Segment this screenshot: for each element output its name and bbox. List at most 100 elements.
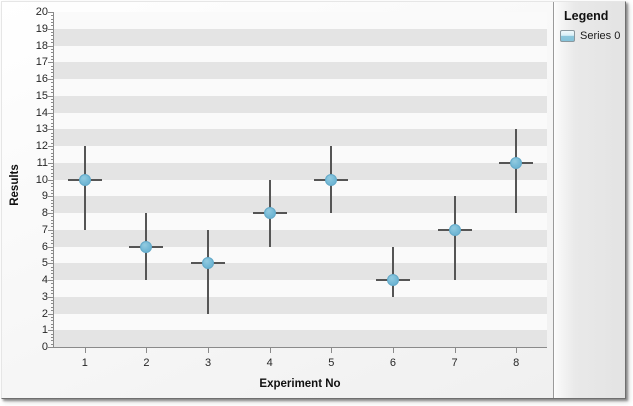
y-axis-minor-tick bbox=[51, 152, 54, 154]
y-axis-major-tick bbox=[48, 62, 54, 64]
y-axis-minor-tick bbox=[51, 119, 54, 121]
y-axis-major-tick bbox=[48, 146, 54, 147]
y-axis-minor-tick bbox=[51, 42, 54, 44]
y-axis-minor-tick bbox=[51, 186, 54, 188]
y-axis-minor-tick bbox=[51, 35, 54, 37]
y-axis-minor-tick bbox=[51, 82, 54, 84]
y-axis-major-tick bbox=[48, 280, 54, 281]
y-axis-tick-label: 14 bbox=[35, 106, 48, 119]
y-axis-minor-tick bbox=[51, 139, 54, 141]
y-axis-minor-tick bbox=[51, 32, 54, 34]
y-axis-major-tick bbox=[48, 179, 54, 181]
y-axis-minor-tick bbox=[51, 199, 54, 201]
y-axis-minor-tick bbox=[51, 233, 54, 235]
y-axis-minor-tick bbox=[51, 216, 54, 218]
legend-items: Series 0 bbox=[560, 30, 623, 46]
y-axis-minor-tick bbox=[51, 266, 54, 268]
y-axis-minor-tick bbox=[51, 68, 54, 70]
y-axis-major-tick bbox=[48, 313, 54, 315]
y-axis-minor-tick bbox=[51, 102, 54, 104]
y-axis-minor-tick bbox=[51, 22, 54, 24]
y-axis-major-tick bbox=[48, 263, 54, 265]
x-axis-major-tick bbox=[208, 348, 210, 353]
legend-item: Series 0 bbox=[560, 30, 623, 42]
y-axis-minor-tick bbox=[51, 38, 54, 40]
y-axis-minor-tick bbox=[51, 75, 54, 77]
y-axis-minor-tick bbox=[51, 142, 54, 144]
y-axis-major-tick bbox=[48, 246, 54, 248]
y-axis-minor-tick bbox=[51, 125, 54, 127]
y-axis-major-tick bbox=[48, 229, 54, 231]
y-axis-minor-tick bbox=[51, 256, 54, 258]
interlace-stripe bbox=[54, 263, 547, 280]
y-axis-minor-tick bbox=[51, 156, 54, 158]
x-axis-major-tick bbox=[454, 348, 456, 353]
y-axis-minor-tick bbox=[51, 343, 54, 345]
x-axis-title: Experiment No bbox=[259, 378, 341, 390]
interlace-stripe bbox=[54, 95, 547, 113]
y-axis-major-tick bbox=[48, 296, 54, 298]
y-axis-minor-tick bbox=[51, 303, 54, 305]
y-axis-minor-tick bbox=[51, 239, 54, 241]
interlace-stripe bbox=[54, 129, 547, 146]
y-axis-tick-label: 7 bbox=[41, 223, 48, 236]
y-axis-minor-tick bbox=[51, 333, 54, 335]
x-axis-major-tick bbox=[331, 348, 333, 353]
y-axis-minor-tick bbox=[51, 219, 54, 221]
data-point-marker bbox=[510, 156, 523, 169]
y-axis-minor-tick bbox=[51, 18, 54, 20]
y-axis-minor-tick bbox=[51, 58, 54, 60]
y-axis-minor-tick bbox=[51, 15, 54, 17]
y-axis-minor-tick bbox=[51, 269, 54, 271]
data-point-marker bbox=[202, 257, 215, 270]
y-axis-minor-tick bbox=[51, 192, 54, 194]
x-axis-tick-label: 2 bbox=[143, 357, 150, 369]
y-axis-minor-tick bbox=[51, 166, 54, 168]
y-axis-minor-tick bbox=[51, 105, 54, 107]
y-axis-major-tick bbox=[48, 95, 54, 97]
data-point-marker bbox=[140, 240, 153, 253]
y-axis-tick-label: 4 bbox=[41, 274, 48, 286]
y-axis-minor-tick bbox=[51, 340, 54, 342]
y-axis-minor-tick bbox=[51, 286, 54, 288]
error-bar-vertical-line bbox=[391, 246, 394, 297]
y-axis-minor-tick bbox=[51, 293, 54, 295]
y-axis-minor-tick bbox=[51, 135, 54, 137]
y-axis-minor-tick bbox=[51, 243, 54, 245]
y-axis-minor-tick bbox=[51, 249, 54, 251]
y-axis-minor-tick bbox=[51, 89, 54, 91]
y-axis-minor-tick bbox=[51, 132, 54, 134]
y-axis-major-tick bbox=[48, 112, 54, 114]
y-axis-minor-tick bbox=[51, 189, 54, 191]
y-axis-tick-label: 3 bbox=[41, 290, 48, 303]
y-axis-tick-label: 1 bbox=[41, 324, 48, 337]
plot-area bbox=[54, 12, 547, 347]
y-axis-minor-tick bbox=[51, 290, 54, 292]
series-swatch-icon bbox=[560, 30, 575, 42]
x-axis-major-tick bbox=[516, 348, 518, 353]
y-axis-minor-tick bbox=[51, 226, 54, 228]
y-axis-tick-label: 8 bbox=[41, 207, 48, 219]
y-axis-title: Results bbox=[9, 164, 21, 206]
y-axis-minor-tick bbox=[51, 122, 54, 124]
x-axis-major-tick bbox=[146, 348, 148, 353]
data-point-marker bbox=[78, 173, 91, 186]
y-axis-major-tick bbox=[48, 213, 54, 214]
y-axis-minor-tick bbox=[51, 283, 54, 285]
x-axis-major-tick bbox=[269, 348, 271, 353]
x-axis-tick-label: 4 bbox=[266, 357, 273, 369]
y-axis-minor-tick bbox=[51, 276, 54, 278]
x-axis-tick-label: 6 bbox=[389, 357, 396, 369]
y-axis-minor-tick bbox=[51, 236, 54, 238]
y-axis-minor-tick bbox=[51, 99, 54, 101]
data-point-marker bbox=[325, 173, 338, 186]
y-axis-minor-tick bbox=[51, 310, 54, 312]
y-axis-minor-tick bbox=[51, 176, 54, 178]
y-axis-minor-tick bbox=[51, 182, 54, 184]
error-bar-vertical-line bbox=[515, 129, 518, 213]
y-axis-tick-label: 20 bbox=[35, 6, 48, 18]
interlace-stripe bbox=[54, 229, 547, 247]
